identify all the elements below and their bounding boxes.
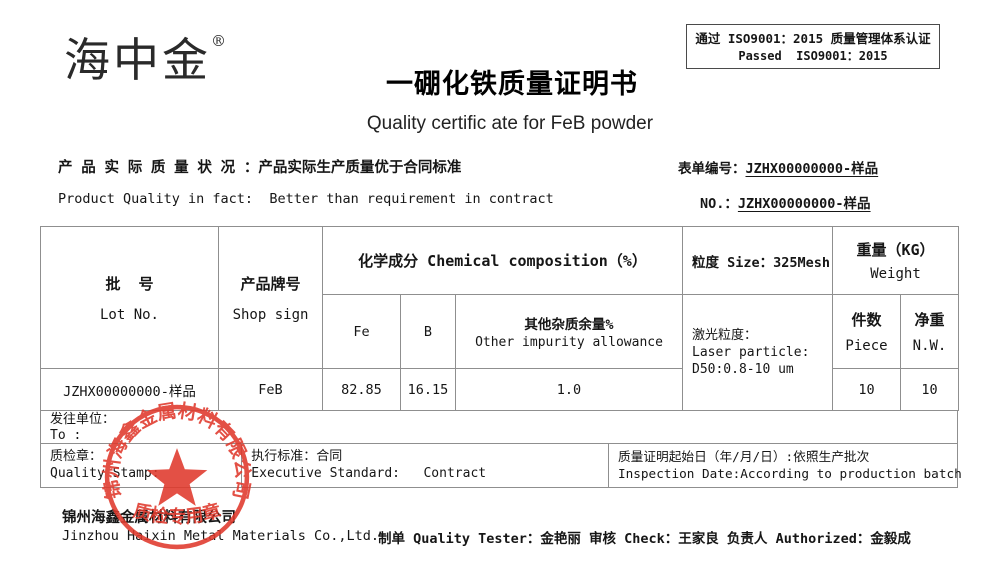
cell-fe: 82.85 (322, 368, 401, 411)
header-fe: Fe (322, 294, 401, 369)
header-other-impurity-cn: 其他杂质余量% (524, 317, 614, 333)
header-piece-cn: 件数 (851, 311, 882, 329)
header-size: 粒度 Size：325Mesh (682, 226, 833, 295)
header-fe-label: Fe (353, 323, 370, 340)
page-subtitle: Quality certific ate for FeB powder (366, 113, 654, 134)
quality-stamp-cell: 质检章： Quality Stamp: (41, 444, 243, 487)
header-piece: 件数 Piece (832, 294, 901, 369)
consignee-label-en: To : (50, 427, 82, 443)
form-number-value: JZHX00000000-样品 (745, 161, 879, 177)
iso-certification-box: 通过 ISO9001：2015 质量管理体系认证 Passed ISO9001：… (686, 24, 940, 69)
inspection-date-cell: 质量证明起始日（年/月/日）:依照生产批次 Inspection Date:Ac… (609, 444, 962, 487)
form-number-label: 表单编号： (678, 161, 746, 177)
header-net-weight-en: N.W. (912, 338, 947, 354)
cell-piece: 10 (832, 368, 901, 411)
footer-company-en: Jinzhou Haixin Metal Materials Co.,Ltd. (62, 528, 379, 544)
inspection-date-cn: 质量证明起始日（年/月/日）:依照生产批次 (618, 449, 870, 464)
table-row: JZHX00000000-样品 FeB 82.85 16.15 1.0 10 1… (40, 368, 959, 411)
quality-status-en: Product Quality in fact: Better than req… (58, 191, 554, 207)
executive-standard-cell: 执行标准：合同 Executive Standard: Contract (242, 444, 609, 487)
header-shopsign: 产品牌号 Shop sign (218, 226, 323, 369)
no-line: NO.：JZHX00000000-样品 (700, 192, 871, 212)
header-net-weight-cn: 净重 (914, 311, 945, 329)
header-weight: 重量（KG） Weight (832, 226, 959, 295)
cell-net-weight: 10 (900, 368, 959, 411)
header-lot-cn: 批 号 (105, 274, 154, 293)
consignee-label-cn: 发往单位： (50, 412, 116, 427)
page-title: 一硼化铁质量证明书 (386, 69, 638, 100)
cell-b: 16.15 (400, 368, 456, 411)
bottom-row: 质检章： Quality Stamp: 执行标准：合同 Executive St… (40, 444, 962, 488)
quality-stamp-label-en: Quality Stamp: (50, 466, 160, 481)
header-lot: 批 号 Lot No. (40, 226, 219, 369)
iso-line-en: Passed ISO9001：2015 (738, 49, 888, 63)
header-other-impurity-en: Other impurity allowance (475, 335, 663, 350)
footer-signers: 制单 Quality Tester：金艳丽 审核 Check：王家良 负责人 A… (378, 531, 911, 547)
header-shopsign-en: Shop sign (232, 306, 309, 323)
header-b-label: B (423, 323, 433, 340)
header-laser-particle: 激光粒度： Laser particle: D50:0.8-10 um (682, 294, 833, 411)
certificate-table: 批 号 Lot No. 产品牌号 Shop sign 化学成分 Chemical… (40, 226, 962, 488)
header-piece-en: Piece (845, 338, 888, 354)
header-b: B (400, 294, 456, 369)
registered-trademark-icon: ® (211, 32, 226, 50)
header-shopsign-cn: 产品牌号 (240, 274, 301, 293)
header-other-impurity: 其他杂质余量% Other impurity allowance (455, 294, 683, 369)
executive-standard-en: Executive Standard: Contract (251, 466, 487, 481)
header-chemical-composition: 化学成分 Chemical composition（%） (322, 226, 683, 295)
laser-particle-cn: 激光粒度： (692, 328, 758, 343)
no-label: NO.： (700, 196, 738, 212)
footer-company-cn: 锦州海鑫金属材料有限公司 (62, 510, 236, 526)
header-chemical-composition-label: 化学成分 Chemical composition（%） (358, 252, 647, 270)
consignee-row: 发往单位： To : (40, 411, 958, 444)
laser-particle-en2: D50:0.8-10 um (692, 362, 794, 377)
header-net-weight: 净重 N.W. (900, 294, 959, 369)
company-logo: 海中金® (64, 24, 226, 90)
laser-particle-en1: Laser particle: (692, 345, 810, 360)
iso-line-cn: 通过 ISO9001：2015 质量管理体系认证 (695, 31, 931, 46)
header-size-label: 粒度 Size：325Mesh (692, 254, 831, 271)
quality-status-cn: 产 品 实 际 质 量 状 况 ：产品实际生产质量优于合同标准 (58, 160, 462, 176)
quality-stamp-label-cn: 质检章： (50, 449, 103, 464)
cell-other-impurity: 1.0 (455, 368, 683, 411)
inspection-date-en: Inspection Date:According to production … (618, 466, 962, 481)
cell-shopsign: FeB (218, 368, 323, 411)
header-weight-en: Weight (870, 266, 921, 282)
form-number-line: 表单编号：JZHX00000000-样品 (678, 157, 878, 177)
no-value: JZHX00000000-样品 (737, 196, 871, 212)
cell-lot-no: JZHX00000000-样品 (40, 368, 219, 411)
logo-text: 海中金 (64, 33, 211, 87)
header-weight-cn: 重量（KG） (856, 241, 935, 259)
executive-standard-cn: 执行标准：合同 (251, 449, 343, 464)
header-lot-en: Lot No. (99, 306, 159, 323)
